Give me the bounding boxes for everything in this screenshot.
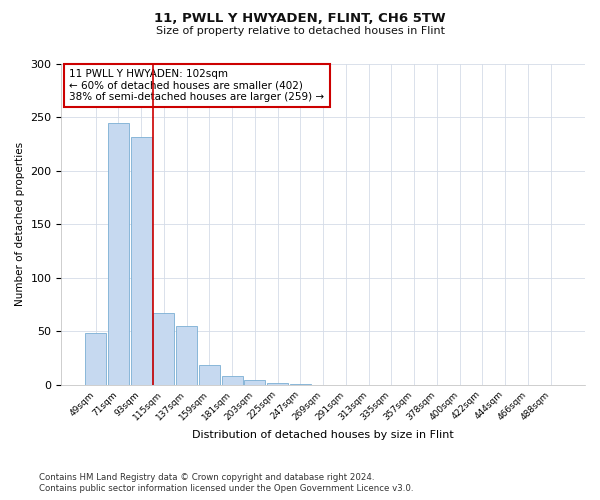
- Bar: [222, 376, 242, 384]
- Bar: [176, 326, 197, 384]
- Text: Contains HM Land Registry data © Crown copyright and database right 2024.: Contains HM Land Registry data © Crown c…: [39, 472, 374, 482]
- Text: 11, PWLL Y HWYADEN, FLINT, CH6 5TW: 11, PWLL Y HWYADEN, FLINT, CH6 5TW: [154, 12, 446, 26]
- Bar: [244, 380, 265, 384]
- Text: Size of property relative to detached houses in Flint: Size of property relative to detached ho…: [155, 26, 445, 36]
- Bar: [154, 313, 175, 384]
- X-axis label: Distribution of detached houses by size in Flint: Distribution of detached houses by size …: [193, 430, 454, 440]
- Bar: [108, 123, 129, 384]
- Text: 11 PWLL Y HWYADEN: 102sqm
← 60% of detached houses are smaller (402)
38% of semi: 11 PWLL Y HWYADEN: 102sqm ← 60% of detac…: [69, 69, 325, 102]
- Text: Contains public sector information licensed under the Open Government Licence v3: Contains public sector information licen…: [39, 484, 413, 493]
- Bar: [267, 382, 288, 384]
- Bar: [131, 136, 152, 384]
- Bar: [199, 366, 220, 384]
- Bar: [85, 334, 106, 384]
- Y-axis label: Number of detached properties: Number of detached properties: [15, 142, 25, 306]
